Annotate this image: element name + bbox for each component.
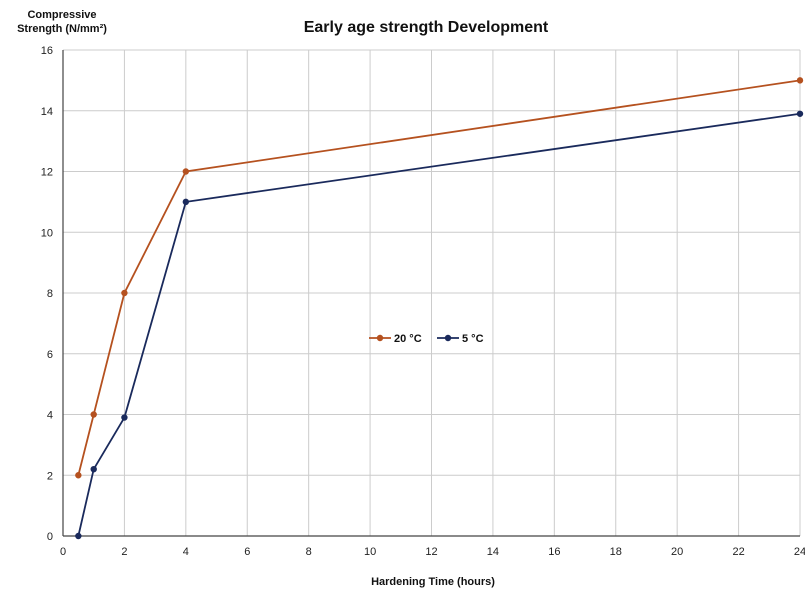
data-point (90, 411, 97, 418)
legend-marker-20c (376, 334, 384, 342)
x-tick-label: 22 (732, 546, 744, 558)
x-tick-label: 24 (794, 546, 805, 558)
legend-item-20c: 20 °C (369, 333, 422, 345)
data-point (75, 472, 82, 479)
series-layer (75, 77, 804, 540)
y-tick-label: 0 (47, 531, 53, 543)
y-tick-label: 2 (47, 470, 53, 482)
y-tick-label: 16 (41, 45, 53, 57)
legend-item-5c: 5 °C (437, 333, 484, 345)
series-line (77, 112, 801, 537)
x-axis-title: Hardening Time (hours) (371, 576, 495, 588)
y-tick-label: 12 (41, 167, 53, 179)
x-tick-label: 20 (671, 546, 683, 558)
chart-title: Early age strength Development (304, 19, 549, 36)
x-tick-label: 8 (306, 546, 312, 558)
x-tick-label: 14 (487, 546, 499, 558)
y-tick-label: 4 (47, 410, 53, 422)
y-axis-title-line-2: Strength (N/mm²) (17, 23, 107, 35)
data-point (182, 198, 190, 206)
x-tick-label: 2 (121, 546, 127, 558)
data-point (121, 414, 128, 421)
legend-label-5c: 5 °C (462, 333, 484, 345)
series-line (77, 79, 801, 476)
legend: 20 °C 5 °C (369, 333, 484, 345)
data-point (796, 77, 804, 84)
data-point (121, 289, 128, 297)
y-tick-label: 10 (41, 227, 53, 239)
x-tick-label: 12 (425, 546, 437, 558)
grid (63, 49, 801, 536)
x-tick-label: 6 (244, 546, 250, 558)
y-tick-label: 8 (47, 288, 53, 300)
series-20c (75, 77, 804, 479)
series-5c (75, 110, 804, 540)
data-point (182, 168, 190, 175)
x-tick-label: 18 (610, 546, 622, 558)
legend-label-20c: 20 °C (394, 333, 422, 345)
x-tick-label: 0 (60, 546, 66, 558)
y-axis-title-line-1: Compressive (27, 9, 96, 21)
x-tick-label: 4 (183, 546, 189, 558)
data-point (90, 465, 97, 473)
x-tick-label: 10 (364, 546, 376, 558)
y-tick-label: 14 (41, 106, 53, 118)
data-point (796, 110, 804, 117)
legend-marker-5c (444, 334, 452, 342)
data-point (75, 532, 82, 540)
x-tick-label: 16 (548, 546, 560, 558)
y-tick-label: 6 (47, 349, 53, 361)
